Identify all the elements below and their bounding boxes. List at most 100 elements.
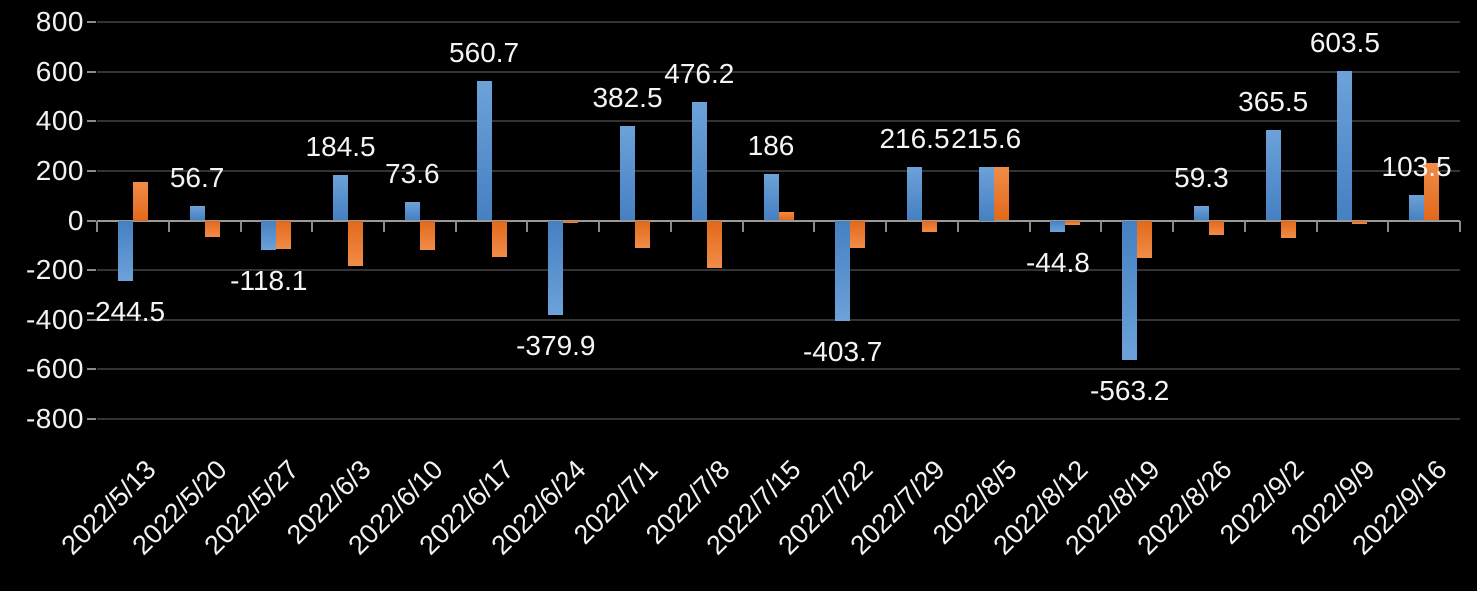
x-axis-tick (813, 220, 816, 232)
y-axis-label: -800 (25, 403, 84, 434)
x-axis-tick (239, 220, 242, 232)
bar-series-orange (1065, 220, 1081, 225)
gridline (97, 70, 1460, 73)
x-axis-tick (1243, 220, 1246, 232)
data-label: -403.7 (802, 335, 883, 367)
y-axis-label: -400 (25, 303, 84, 335)
bar-series-orange (276, 220, 292, 249)
bar-series-orange (922, 220, 937, 232)
gridline (97, 318, 1460, 321)
y-axis-label: 200 (35, 154, 84, 186)
bar-series-blue (835, 220, 851, 321)
data-label: 365.5 (1238, 85, 1309, 117)
bar-series-blue (620, 125, 635, 221)
gridline (97, 21, 1460, 23)
bar-series-blue (117, 220, 133, 282)
y-axis-tick (87, 219, 96, 222)
x-axis-tick (956, 220, 959, 232)
y-axis-tick (87, 318, 96, 321)
y-axis-tick (87, 169, 96, 172)
bar-series-blue (978, 167, 994, 221)
bar-series-blue (261, 220, 277, 250)
gridline (97, 269, 1460, 272)
x-axis-tick (96, 220, 98, 232)
y-axis-label: 400 (35, 105, 84, 137)
x-axis-tick (167, 220, 170, 232)
x-axis-tick (1315, 220, 1318, 232)
x-axis-line (97, 219, 1460, 222)
x-axis-tick (1172, 220, 1175, 232)
data-label: -244.5 (85, 296, 166, 328)
data-label: 603.5 (1309, 26, 1380, 58)
x-axis-tick (598, 220, 601, 232)
x-axis-tick (382, 220, 385, 232)
data-label: 186 (747, 130, 795, 162)
data-label: 215.6 (951, 123, 1022, 154)
y-axis-tick (87, 70, 96, 73)
data-label: 476.2 (664, 58, 735, 90)
bar-series-orange (1137, 220, 1153, 258)
bar-series-orange (132, 182, 148, 221)
data-label: 59.3 (1174, 161, 1229, 193)
bar-series-blue (548, 220, 564, 315)
y-axis-tick (87, 21, 96, 23)
bar-series-orange (993, 167, 1009, 221)
x-axis-tick (1387, 220, 1390, 232)
bar-series-orange (850, 220, 866, 248)
y-axis-tick (87, 120, 96, 123)
bar-series-orange (1208, 220, 1224, 236)
bar-series-blue (476, 81, 492, 221)
data-label: 73.6 (385, 158, 440, 190)
bar-series-orange (1352, 220, 1368, 225)
data-label: 216.5 (879, 122, 950, 154)
x-axis-tick (526, 220, 529, 232)
bar-series-orange (1280, 220, 1296, 238)
x-axis-tick (1028, 220, 1031, 232)
x-axis-tick (1459, 220, 1461, 232)
y-axis-label: 0 (67, 204, 84, 236)
bar-series-blue (1050, 220, 1066, 232)
gridline (97, 169, 1460, 172)
data-label: -44.8 (1025, 246, 1090, 278)
bar-series-blue (1409, 194, 1425, 221)
y-axis-label: -600 (25, 353, 84, 385)
gridline (97, 120, 1460, 123)
bar-series-orange (563, 220, 579, 223)
data-label: -118.1 (230, 264, 308, 296)
x-axis-tick (1100, 220, 1103, 232)
data-label: 103.5 (1381, 150, 1452, 182)
x-axis-tick (741, 220, 744, 232)
y-axis-tick (87, 269, 96, 272)
x-axis-tick (311, 220, 314, 232)
bar-series-blue (1122, 220, 1138, 361)
gridline (97, 368, 1460, 371)
bar-series-blue (189, 206, 205, 221)
bar-series-blue (763, 174, 779, 221)
x-axis-tick (454, 220, 457, 232)
bar-series-blue (1193, 205, 1209, 221)
gridline (97, 418, 1460, 420)
bar-series-orange (491, 220, 507, 257)
x-axis-tick (885, 220, 888, 232)
bar-series-blue (907, 166, 922, 221)
x-axis-tick (669, 220, 672, 232)
data-label: -563.2 (1089, 375, 1170, 407)
data-label: 56.7 (169, 162, 225, 194)
bar-series-orange (419, 220, 435, 251)
bar-series-blue (1337, 70, 1353, 221)
data-label: 382.5 (592, 81, 663, 113)
bar-series-orange (204, 220, 220, 237)
bar-series-orange (348, 220, 364, 267)
bar-series-blue (1265, 129, 1281, 221)
bar-series-blue (333, 174, 349, 221)
y-axis-tick (87, 418, 96, 420)
bar-series-orange (1424, 163, 1440, 221)
bar-series-orange (778, 212, 794, 221)
bar-series-blue (691, 102, 707, 221)
y-axis-label: -200 (25, 254, 84, 286)
y-axis-tick (87, 368, 96, 371)
y-axis-label: 600 (35, 55, 84, 87)
bar-series-blue (404, 202, 420, 221)
y-axis-label: 800 (35, 6, 84, 37)
